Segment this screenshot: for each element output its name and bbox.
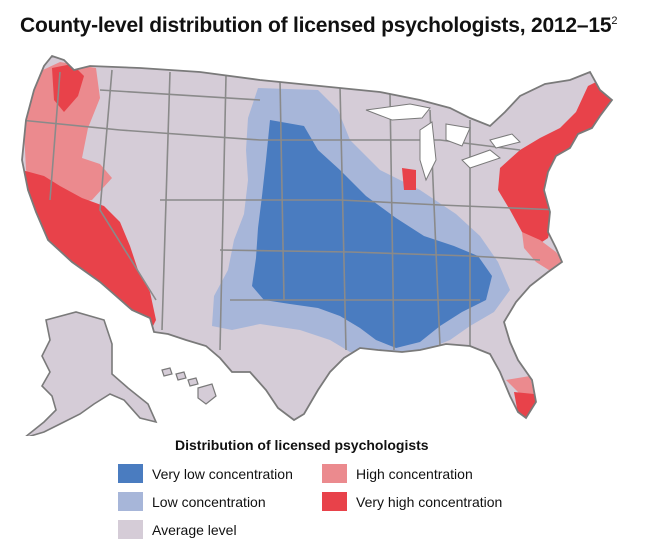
legend-swatch-average — [118, 520, 143, 539]
legend-label-average: Average level — [152, 521, 237, 538]
region-coastal-carolina-high — [522, 232, 566, 272]
legend-label-very-low: Very low concentration — [152, 465, 293, 482]
legend-label-very-high: Very high concentration — [356, 493, 503, 510]
region-california-very-high — [22, 170, 156, 336]
hawaii — [161, 367, 217, 405]
us-choropleth-map — [0, 52, 650, 436]
legend-swatch-very-low — [118, 464, 143, 483]
legend-item-high: High concentration — [322, 464, 473, 483]
legend-swatch-low — [118, 492, 143, 511]
alaska — [25, 311, 158, 436]
legend-item-very-low: Very low concentration — [118, 464, 293, 483]
legend-swatch-high — [322, 464, 347, 483]
legend-label-low: Low concentration — [152, 493, 266, 510]
title-footnote: 2 — [611, 15, 618, 27]
legend-item-low: Low concentration — [118, 492, 266, 511]
state-borders — [22, 69, 561, 351]
legend-item-average: Average level — [118, 520, 237, 539]
legend-label-high: High concentration — [356, 465, 473, 482]
legend-item-very-high: Very high concentration — [322, 492, 502, 511]
legend-title: Distribution of licensed psychologists — [175, 437, 429, 453]
map-title: County-level distribution of licensed ps… — [20, 14, 617, 38]
region-chicago-very-high — [402, 168, 416, 190]
region-central-very-low — [252, 120, 492, 348]
region-west-coast-high — [24, 62, 112, 206]
region-florida-high — [506, 376, 534, 396]
title-text: County-level distribution of licensed ps… — [20, 14, 612, 37]
great-lakes — [365, 103, 521, 182]
legend-swatch-very-high — [322, 492, 347, 511]
